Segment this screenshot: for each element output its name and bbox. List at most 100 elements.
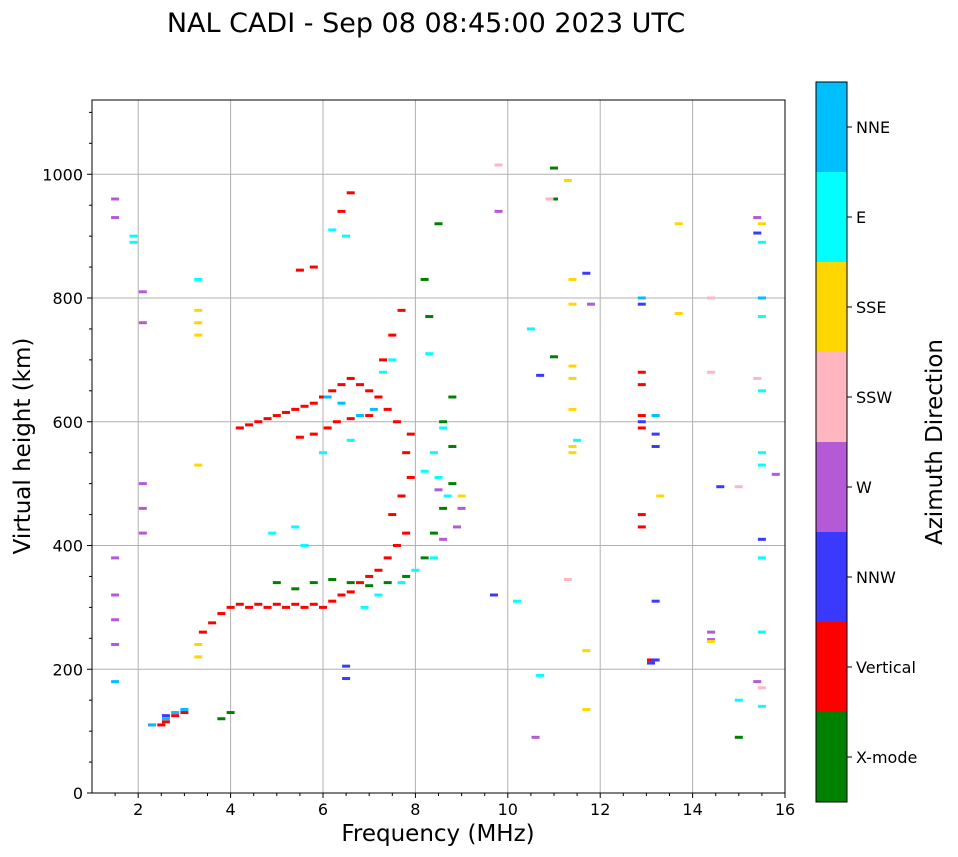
data-point-x-mode [550,166,558,170]
data-point-sse [568,302,577,306]
data-point-sse [674,222,683,226]
y-axis-ticks: 0 200 400 600 800 1000 [42,111,92,803]
data-point-w [494,209,503,213]
y-tick-label: 800 [52,289,83,308]
data-point-sse [563,178,572,182]
data-point-e [757,389,766,393]
data-point-sse [757,222,766,226]
data-point-sse [568,451,577,455]
y-tick-label: 1000 [42,165,83,184]
data-point-e [379,370,388,374]
data-point-w [452,525,461,529]
data-point-vertical [328,599,337,603]
data-point-w [138,506,147,510]
plot-frame [91,99,786,794]
data-point-vertical [235,426,244,430]
data-point-nnw [651,432,660,436]
data-point-vertical [388,513,397,517]
data-point-sse [582,707,591,711]
data-point-e [346,438,355,442]
x-tick-label: 8 [410,800,420,819]
data-point-e [526,327,535,331]
data-point-e [300,544,309,547]
data-point-x-mode [328,578,337,582]
data-point-x-mode [550,355,558,359]
data-point-nne [337,401,346,405]
data-point-vertical [161,720,170,724]
data-point-vertical [254,420,263,424]
data-point-vertical [383,407,392,411]
data-point-e [268,531,277,535]
data-point-e [573,438,582,442]
colorbar: X-mode Vertical NNW W SSW SSE E NNE [815,81,917,803]
data-point-nnw [651,658,660,662]
data-point-vertical [300,605,309,609]
data-point-ssw [563,578,572,582]
data-point-vertical [365,574,374,578]
data-point-w [111,618,120,622]
data-point-e [757,315,766,319]
data-point-vertical [392,544,401,547]
data-point-vertical [355,383,364,387]
x-tick-label: 14 [682,800,702,819]
data-point-nne [148,723,157,727]
x-tick-label: 4 [226,800,236,819]
data-point-e [513,599,522,603]
data-point-e [194,277,203,281]
data-point-e [425,352,434,356]
data-point-nnw [342,664,351,668]
y-tick-label: 400 [52,537,83,556]
data-point-nne [111,680,120,684]
colorbar-tick-label: E [856,208,866,227]
data-point-w [753,216,762,220]
data-point-e [757,240,766,244]
data-point-x-mode [550,197,558,201]
data-point-sse [568,407,577,411]
data-point-vertical [402,531,411,535]
data-point-w [138,482,147,486]
data-point-vertical [272,414,281,418]
data-point-e [411,568,420,572]
data-point-nnw [716,485,725,489]
data-point-x-mode [346,581,355,585]
colorbar-tick-label: NNW [856,568,896,587]
data-point-e [388,358,397,362]
data-point-e [757,451,766,455]
data-point-sse [656,494,665,498]
data-point-nnw [342,677,351,681]
data-point-vertical [157,723,166,727]
data-point-vertical [337,593,346,597]
data-point-vertical [319,395,327,399]
data-point-vertical [397,494,406,498]
data-point-vertical [402,451,411,455]
data-point-vertical [355,581,364,585]
data-point-e [328,228,337,232]
data-point-ssw [753,376,762,380]
data-point-sse [707,639,716,643]
data-point-vertical [263,605,272,609]
data-point-vertical [637,513,646,517]
chart-title: NAL CADI - Sep 08 08:45:00 2023 UTC [167,8,685,39]
data-point-x-mode [420,556,429,560]
data-point-nne [369,407,378,411]
data-point-vertical [637,414,646,418]
data-point-w [457,506,466,510]
colorbar-tick-label: SSE [856,298,886,317]
data-point-vertical [328,389,337,393]
data-point-nne [355,414,364,418]
data-point-vertical [180,711,189,715]
data-point-vertical [346,417,355,421]
data-point-e [129,240,138,244]
data-point-e [319,451,327,455]
data-point-vertical [217,612,226,616]
colorbar-swatch-x-mode [816,712,847,802]
data-point-nnw [651,445,660,448]
data-point-vertical [406,475,415,479]
data-point-e [342,234,351,238]
data-point-w [439,537,448,541]
data-point-nnw [651,599,660,603]
data-point-vertical [374,568,383,572]
data-point-w [111,556,120,560]
data-point-vertical [397,308,406,312]
